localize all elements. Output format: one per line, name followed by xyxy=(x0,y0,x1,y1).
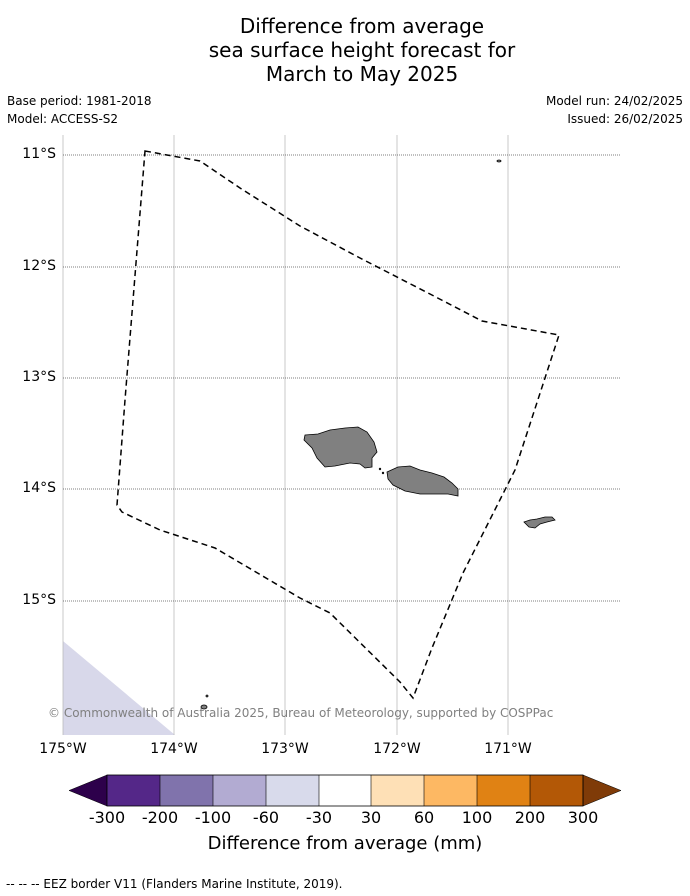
lat-label-14s: 14°S xyxy=(22,480,56,496)
upolu-island xyxy=(386,465,459,497)
colorbar-segment xyxy=(424,775,477,806)
copyright-text: © Commonwealth of Australia 2025, Bureau… xyxy=(48,706,554,720)
model-text: Model: ACCESS-S2 xyxy=(7,112,119,126)
colorbar-segment xyxy=(530,775,583,806)
colorbar-tick: 200 xyxy=(514,808,546,827)
colorbar-segment xyxy=(477,775,530,806)
colorbar-tick: 60 xyxy=(413,808,435,827)
colorbar-min-extend xyxy=(68,774,108,807)
lon-label-172w: 172°W xyxy=(373,741,421,757)
lat-label-12s: 12°S xyxy=(22,258,56,274)
tutuila-island xyxy=(523,516,556,529)
colorbar-tick: -200 xyxy=(141,808,179,827)
colorbar-label: Difference from average (mm) xyxy=(207,833,483,854)
land xyxy=(200,159,556,710)
issued-text: Issued: 26/02/2025 xyxy=(567,112,683,126)
lat-label-11s: 11°S xyxy=(22,146,56,162)
colorbar-tick: -300 xyxy=(88,808,126,827)
colorbar-max-extend xyxy=(582,774,622,807)
colorbar-tick: -100 xyxy=(194,808,232,827)
longitude-gridlines xyxy=(62,135,509,735)
base-period-text: Base period: 1981-2018 xyxy=(7,94,152,108)
title-line-3: March to May 2025 xyxy=(265,62,459,86)
lon-label-173w: 173°W xyxy=(261,741,309,757)
colorbar-tick: -60 xyxy=(252,808,280,827)
model-run-text: Model run: 24/02/2025 xyxy=(545,94,683,108)
anomaly-shading xyxy=(63,641,175,735)
small-islet-south xyxy=(200,704,208,710)
colorbar-segment xyxy=(213,775,266,806)
colorbar-segment xyxy=(266,775,319,806)
colorbar-segment xyxy=(319,775,371,806)
colorbar-segment xyxy=(160,775,213,806)
savaii-island xyxy=(303,426,378,469)
latitude-gridlines xyxy=(63,154,620,602)
colorbar-tick: 300 xyxy=(567,808,599,827)
title-line-1: Difference from average xyxy=(239,14,485,38)
small-islet-north xyxy=(496,159,502,163)
lon-label-174w: 174°W xyxy=(150,741,198,757)
colorbar-tick: -30 xyxy=(305,808,333,827)
colorbar-segment xyxy=(107,775,160,806)
title-line-2: sea surface height forecast for xyxy=(208,38,516,62)
eez-footnote: -- -- -- EEZ border V11 (Flanders Marine… xyxy=(6,877,343,891)
lon-label-171w: 171°W xyxy=(484,741,532,757)
map-title: Difference from average sea surface heig… xyxy=(0,14,690,86)
colorbar-segment xyxy=(371,775,424,806)
colorbar xyxy=(68,774,622,807)
lat-label-13s: 13°S xyxy=(22,369,56,385)
small-islet-south-2 xyxy=(205,694,209,698)
colorbar-tick: 100 xyxy=(461,808,493,827)
colorbar-tick: 30 xyxy=(360,808,382,827)
lat-label-15s: 15°S xyxy=(22,592,56,608)
lon-label-175w: 175°W xyxy=(39,741,87,757)
eez-border xyxy=(116,150,560,700)
